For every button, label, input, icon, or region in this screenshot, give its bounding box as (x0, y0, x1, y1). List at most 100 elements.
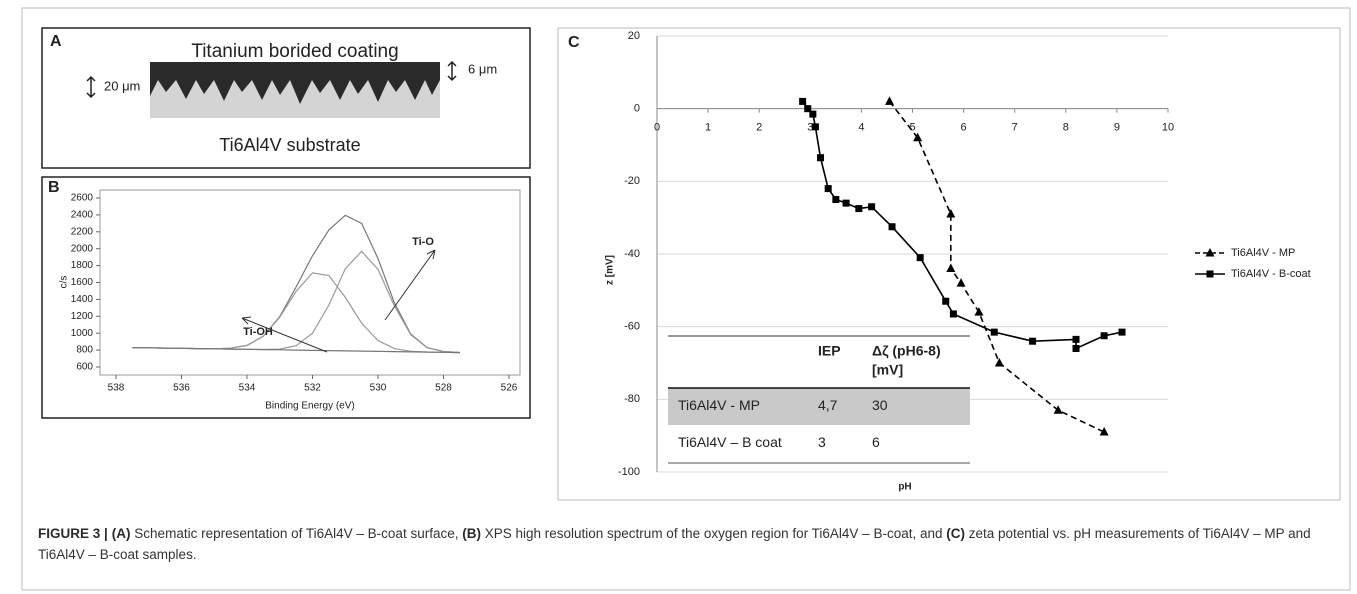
x-tick-label: 9 (1114, 122, 1120, 134)
x-tick-label: 5 (909, 122, 915, 134)
panel-frame (41, 176, 531, 419)
x-tick-label: 6 (961, 122, 967, 134)
table-row-label: Ti6Al4V - MP (678, 397, 760, 413)
y-tick-label: 1800 (71, 260, 94, 271)
dimension-label: 20 μm (104, 78, 140, 93)
marker (804, 105, 812, 113)
y-axis-label: c/s (59, 276, 70, 289)
lab: FIGURE 3 | (38, 526, 108, 541)
x-tick-label: 528 (435, 383, 452, 394)
marker (885, 96, 895, 105)
marker (1072, 344, 1080, 352)
spectrum-line (132, 272, 460, 354)
x-tick-label: 530 (370, 383, 387, 394)
marker (832, 196, 840, 203)
table-row-label: Ti6Al4V – B coat (678, 434, 782, 450)
y-tick-label: 2200 (71, 226, 94, 237)
y-tick-label: -100 (618, 466, 640, 478)
y-tick-label: -20 (624, 175, 640, 187)
plot-frame (99, 189, 521, 376)
spectrum-line (132, 347, 460, 354)
marker (956, 278, 966, 287)
y-tick-label: -80 (624, 393, 640, 405)
marker (946, 263, 956, 273)
panel-label: B (48, 179, 60, 196)
y-tick-label: 600 (76, 362, 93, 373)
panel-label: A (50, 33, 62, 50)
marker (942, 297, 950, 305)
dimension-arrow (447, 60, 457, 82)
table-header: [mV] (872, 362, 903, 378)
y-tick-label: 1200 (71, 311, 94, 322)
table-cell: 4,7 (818, 397, 838, 413)
y-tick-label: -40 (624, 248, 640, 260)
y-tick-label: -60 (624, 321, 640, 333)
marker (799, 97, 807, 105)
x-tick-label: 10 (1162, 122, 1174, 134)
x-tick-label: 534 (239, 383, 256, 394)
panel-label: C (568, 34, 580, 51)
annotation: Ti-OH (243, 326, 273, 338)
marker (824, 185, 832, 193)
x-tick-label: 3 (807, 122, 813, 134)
y-tick-label: 1000 (71, 328, 94, 339)
annotation-arrow (384, 249, 436, 321)
caption-bold: (A) (111, 526, 131, 541)
marker (1099, 427, 1109, 436)
table-header: Δζ (pH6-8) (872, 343, 941, 359)
caption-bold: (B) (462, 526, 481, 541)
caption-bold: (C) (946, 526, 965, 541)
marker (1053, 405, 1063, 414)
x-tick-label: 532 (304, 383, 321, 394)
series-line (888, 100, 1105, 433)
y-tick-label: 2000 (71, 243, 94, 254)
marker (809, 110, 817, 118)
marker (916, 254, 924, 262)
y-tick-label: 20 (628, 30, 640, 42)
dimension-arrow (86, 75, 96, 99)
y-tick-label: 0 (634, 103, 640, 115)
marker (855, 205, 863, 213)
y-axis-label: z [mV] (605, 255, 616, 285)
x-axis-label: pH (898, 482, 911, 493)
x-tick-label: 538 (108, 383, 125, 394)
dimension-label: 6 μm (468, 61, 497, 76)
table-header: IEP (818, 343, 841, 359)
marker (1072, 335, 1080, 343)
y-tick-label: 2600 (71, 193, 94, 204)
marker (842, 199, 850, 207)
x-tick-label: 2 (756, 122, 762, 134)
annotation-arrow (241, 316, 328, 353)
x-tick-label: 4 (858, 122, 864, 134)
coating-label: Titanium borided coating (191, 41, 398, 62)
x-axis-label: Binding Energy (eV) (265, 401, 355, 412)
marker (946, 209, 956, 218)
x-tick-label: 0 (654, 122, 660, 134)
marker (1100, 332, 1108, 340)
figure-frame (21, 7, 1351, 591)
marker (1029, 337, 1037, 345)
caption-text: Schematic representation of Ti6Al4V – B-… (130, 526, 463, 541)
x-tick-label: 1 (705, 122, 711, 134)
marker (817, 154, 825, 162)
caption-text: zeta potential vs. pH measurements of Ti… (38, 526, 1311, 562)
y-tick-label: 1600 (71, 277, 94, 288)
marker (974, 307, 984, 316)
panel-frame (557, 27, 1341, 501)
legend-label: Ti6Al4V - MP (1231, 247, 1295, 259)
marker (994, 358, 1004, 367)
table-row-shade (668, 388, 970, 425)
y-tick-label: 2400 (71, 210, 94, 221)
caption: FIGURE 3 | (A) Schematic representation o… (38, 523, 1328, 565)
x-tick-label: 7 (1012, 122, 1018, 134)
marker (913, 132, 923, 142)
legend-marker (1206, 270, 1214, 278)
legend-marker (1205, 248, 1215, 257)
x-tick-label: 8 (1063, 122, 1069, 134)
x-tick-label: 536 (173, 383, 190, 394)
annotation: Ti-O (412, 236, 434, 248)
marker (1118, 328, 1126, 336)
substrate-label: Ti6Al4V substrate (219, 135, 360, 155)
